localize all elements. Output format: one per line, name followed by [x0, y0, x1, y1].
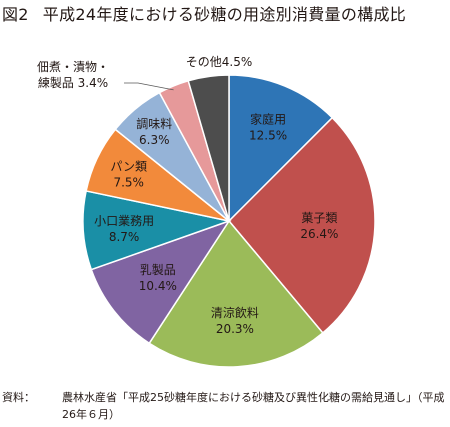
slice-label-dairy: 乳製品: [140, 263, 176, 277]
slice-label-seasoning: 調味料: [136, 117, 172, 131]
slice-value-seasoning: 6.3%: [139, 133, 170, 147]
slice-value-soft-drinks: 20.3%: [216, 322, 254, 336]
pie-slice-home: [228, 74, 334, 223]
slice-value-home: 12.5%: [249, 129, 287, 143]
slice-label-small-business: 小口業務用: [94, 214, 154, 228]
figure-title-text: 平成24年度における砂糖の用途別消費量の構成比: [42, 5, 407, 24]
pie-slices: [82, 74, 376, 368]
source-note: 資料： 農林水産省「平成25砂糖年度における砂糖及び異性化糖の需給見通し」（平成…: [2, 389, 448, 423]
figure-number: 図2: [2, 5, 29, 24]
slice-label-tsukudani: 佃煮・漬物・: [37, 59, 109, 74]
slice-label-confectionery: 菓子類: [301, 211, 337, 225]
slice-value-bread: 7.5%: [113, 175, 144, 189]
slice-value-dairy: 10.4%: [139, 279, 177, 293]
pie-slice-dairy: [90, 219, 231, 345]
slice-value-tsukudani: 練製品 3.4%: [38, 76, 108, 90]
slice-label-home: 家庭用: [250, 112, 286, 127]
figure-title: 図2 平成24年度における砂糖の用途別消費量の構成比: [2, 1, 406, 25]
pie-slice-confectionery: [227, 116, 376, 334]
slice-value-small-business: 8.7%: [109, 230, 140, 244]
pie-slice-soft-drinks: [148, 219, 324, 368]
pie-labels: 家庭用 12.5% 菓子類 26.4% 清涼飲料 20.3% 乳製品 10.4% 小口業務用 8.…: [37, 55, 338, 336]
slice-label-other: その他4.5%: [186, 55, 253, 69]
leader-line-tsukudani: [124, 82, 174, 91]
pie-slice-other: [187, 74, 230, 222]
slice-label-soft-drinks: 清涼飲料: [211, 305, 259, 320]
slice-label-bread: パン類: [110, 159, 147, 173]
source-label: 資料：: [2, 391, 35, 404]
slice-value-confectionery: 26.4%: [300, 227, 338, 241]
source-text: 農林水産省「平成25砂糖年度における砂糖及び異性化糖の需給見通し」（平成26年６…: [62, 391, 445, 421]
